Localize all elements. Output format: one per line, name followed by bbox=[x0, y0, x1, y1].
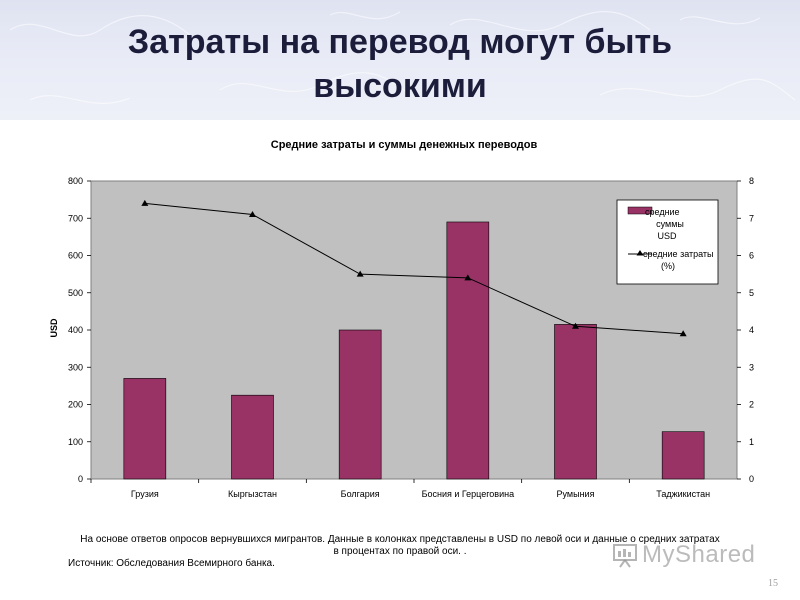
right-tick-label: 4 bbox=[749, 325, 754, 335]
left-tick-label: 100 bbox=[68, 437, 83, 447]
left-tick-label: 0 bbox=[78, 474, 83, 484]
slide-title-line2: высокими bbox=[313, 67, 487, 105]
legend-bar-label-3: USD bbox=[657, 231, 677, 241]
left-tick-label: 800 bbox=[68, 176, 83, 186]
right-tick-label: 6 bbox=[749, 251, 754, 261]
legend-bar-label-2: суммы bbox=[656, 219, 684, 229]
left-tick-label: 600 bbox=[68, 251, 83, 261]
right-tick-label: 2 bbox=[749, 400, 754, 410]
left-tick-label: 300 bbox=[68, 362, 83, 372]
left-tick-label: 200 bbox=[68, 400, 83, 410]
cost-point-2 bbox=[249, 211, 256, 218]
bar-5 bbox=[554, 324, 597, 480]
slide-title: Затраты на перевод могут быть высокими bbox=[0, 20, 800, 108]
legend-bar-swatch bbox=[627, 206, 653, 215]
legend-line-label-1: средние затраты bbox=[643, 249, 714, 259]
footnote-line-1: На основе ответов опросов вернувшихся ми… bbox=[80, 534, 720, 545]
left-tick-label: 400 bbox=[68, 325, 83, 335]
right-tick-label: 3 bbox=[749, 362, 754, 372]
cost-point-5 bbox=[572, 322, 579, 329]
bar-1 bbox=[123, 378, 167, 480]
legend: средние суммы USD средние затраты (%) bbox=[616, 199, 719, 285]
category-label: Кыргызстан bbox=[228, 489, 277, 499]
watermark-text: MyShared bbox=[642, 541, 756, 568]
title-banner: Затраты на перевод могут быть высокими bbox=[0, 0, 800, 120]
left-tick-label: 700 bbox=[68, 213, 83, 223]
legend-line-label-2: (%) bbox=[661, 261, 675, 271]
right-tick-label: 0 bbox=[749, 474, 754, 484]
category-label: Румыния bbox=[557, 489, 595, 499]
category-label: Грузия bbox=[131, 489, 159, 499]
legend-line-marker bbox=[636, 250, 644, 256]
left-tick-label: 500 bbox=[68, 288, 83, 298]
category-label: Босния и Герцеговина bbox=[422, 489, 515, 499]
legend-bar-label-1: средние bbox=[645, 207, 680, 217]
cost-line bbox=[144, 202, 684, 335]
bar-4 bbox=[446, 221, 490, 480]
chart-title: Средние затраты и суммы денежных перевод… bbox=[271, 139, 538, 151]
right-tick-label: 7 bbox=[749, 213, 754, 223]
category-label: Таджикистан bbox=[656, 489, 710, 499]
cost-point-4 bbox=[464, 274, 472, 281]
page-number: 15 bbox=[768, 578, 778, 589]
bar-6 bbox=[661, 431, 705, 480]
chart: Средние затраты и суммы денежных перевод… bbox=[49, 139, 754, 499]
y-axis-label: USD bbox=[49, 318, 59, 338]
footnote-line-2: в процентах по правой оси. . bbox=[333, 546, 467, 557]
watermark: MyShared bbox=[612, 540, 755, 570]
category-label: Болгария bbox=[341, 489, 380, 499]
right-tick-label: 5 bbox=[749, 288, 754, 298]
chart-area: Средние затраты и суммы денежных перевод… bbox=[0, 120, 800, 540]
bar-2 bbox=[231, 394, 274, 480]
source-note: Источник: Обследования Всемирного банка. bbox=[68, 558, 275, 569]
banner-texture bbox=[9, 11, 796, 104]
cost-point-3 bbox=[356, 270, 364, 277]
presentation-board-icon bbox=[613, 544, 637, 568]
right-tick-label: 8 bbox=[749, 176, 754, 186]
cost-point-1 bbox=[141, 199, 149, 206]
right-tick-label: 1 bbox=[749, 437, 754, 447]
bar-3 bbox=[338, 329, 382, 480]
slide-title-line1: Затраты на перевод могут быть bbox=[127, 23, 673, 61]
cost-point-6 bbox=[679, 330, 687, 337]
